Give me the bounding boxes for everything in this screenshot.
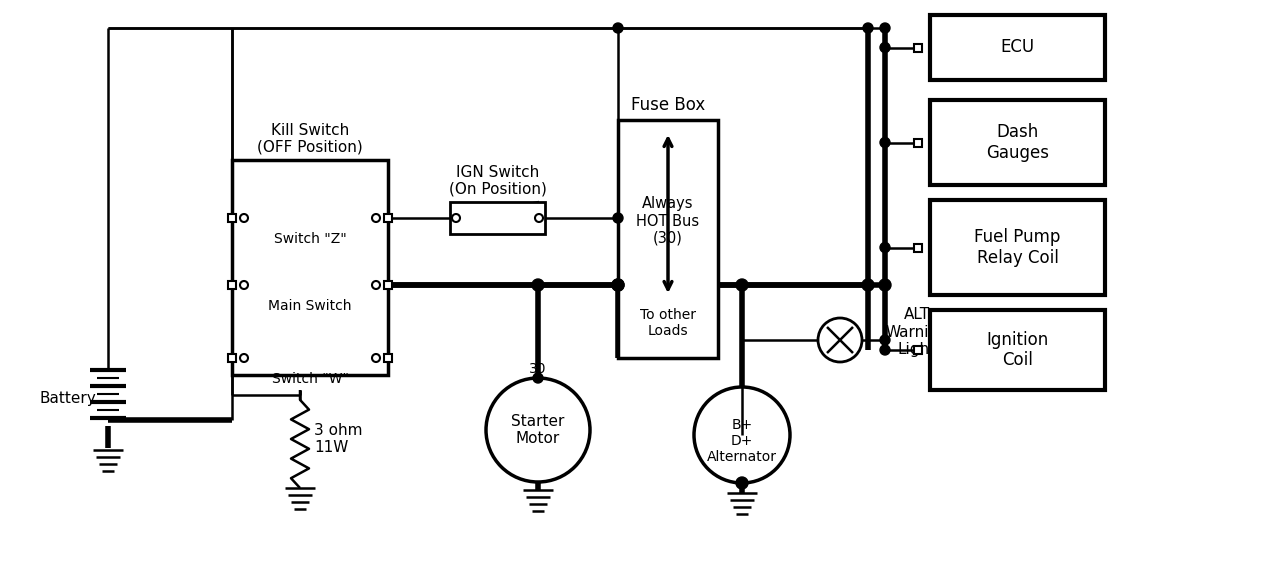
Text: Alternator: Alternator (707, 450, 777, 464)
Circle shape (612, 279, 625, 291)
Bar (931, 15, 1105, 80)
Text: B+: B+ (731, 418, 753, 432)
Text: Ignition
Coil: Ignition Coil (987, 331, 1048, 370)
Bar (384, 281, 392, 289)
Circle shape (881, 335, 890, 345)
Bar (914, 44, 922, 51)
Circle shape (736, 279, 748, 291)
Bar (914, 346, 922, 354)
Text: Fuel Pump
Relay Coil: Fuel Pump Relay Coil (974, 228, 1061, 267)
Text: Starter
Motor: Starter Motor (511, 414, 564, 446)
Bar (232, 160, 388, 375)
Text: Battery: Battery (40, 391, 96, 406)
Text: D+: D+ (731, 434, 753, 448)
Bar (931, 100, 1105, 185)
Circle shape (879, 279, 891, 291)
Text: Switch "Z": Switch "Z" (274, 232, 347, 246)
Bar (914, 139, 922, 147)
Text: ECU: ECU (1001, 38, 1034, 56)
Bar (228, 281, 236, 289)
Text: 30: 30 (529, 362, 547, 376)
Text: IGN Switch
(On Position): IGN Switch (On Position) (448, 165, 547, 197)
Circle shape (736, 477, 748, 489)
Text: Always
HOT Bus
(30): Always HOT Bus (30) (636, 196, 700, 246)
Circle shape (612, 279, 625, 291)
Bar (384, 214, 392, 222)
Circle shape (881, 42, 890, 52)
Circle shape (881, 345, 890, 355)
Text: To other
Loads: To other Loads (640, 308, 696, 338)
Text: Switch "W": Switch "W" (271, 372, 348, 386)
Bar (384, 354, 392, 362)
Bar (618, 120, 718, 358)
Circle shape (613, 213, 623, 223)
Circle shape (863, 23, 873, 33)
Text: 3 ohm
11W: 3 ohm 11W (314, 423, 362, 455)
Bar (931, 200, 1105, 295)
Text: ALT
Warning
Light: ALT Warning Light (886, 307, 948, 357)
Circle shape (861, 279, 874, 291)
Bar (931, 310, 1105, 390)
Text: Kill Switch
(OFF Position): Kill Switch (OFF Position) (257, 123, 362, 155)
Circle shape (532, 373, 543, 383)
Circle shape (881, 243, 890, 253)
Circle shape (881, 23, 890, 33)
Bar (914, 243, 922, 251)
Text: Fuse Box: Fuse Box (631, 96, 705, 114)
Bar (228, 214, 236, 222)
Bar (451, 202, 545, 234)
Circle shape (881, 137, 890, 147)
Bar (228, 354, 236, 362)
Text: Dash
Gauges: Dash Gauges (986, 123, 1050, 162)
Text: Main Switch: Main Switch (269, 299, 352, 313)
Circle shape (613, 23, 623, 33)
Circle shape (532, 279, 544, 291)
